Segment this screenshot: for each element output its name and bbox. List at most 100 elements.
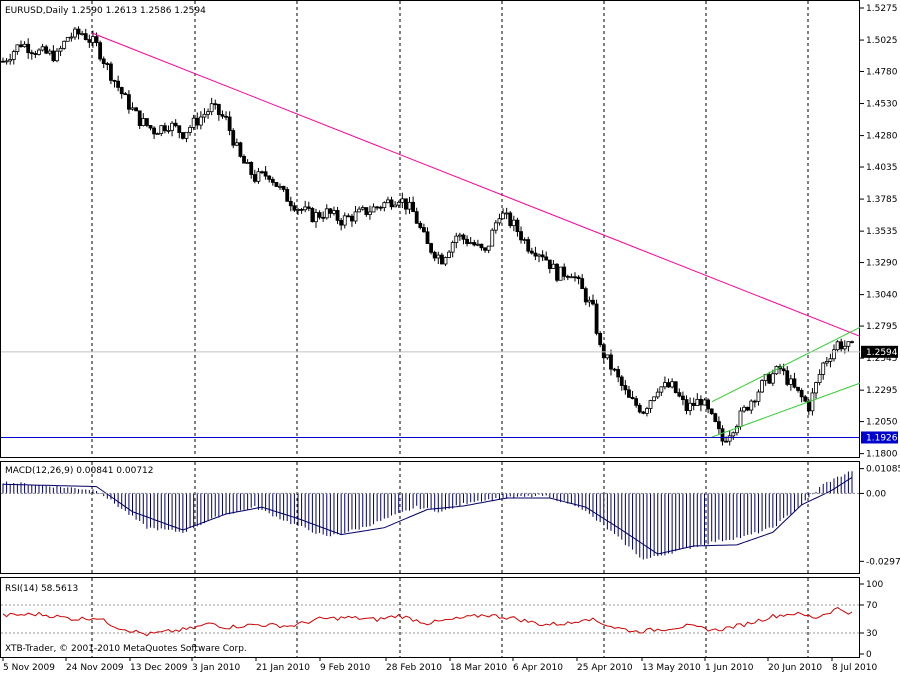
candle-body (170, 122, 174, 131)
candle-body (436, 254, 441, 259)
candle-body (4, 60, 9, 63)
candle-body (69, 36, 74, 39)
candle-body (112, 79, 117, 82)
candle-body (116, 80, 121, 88)
candle-body (850, 341, 854, 344)
price-candles (1, 26, 854, 446)
candle-body (522, 239, 527, 242)
candle-body (37, 49, 41, 55)
candle-body (360, 207, 365, 210)
candle-body (601, 344, 606, 359)
candle-body (594, 303, 599, 334)
candle-body (180, 132, 185, 139)
candle-body (569, 276, 574, 279)
candle-body (292, 205, 297, 211)
candle-body (375, 206, 380, 209)
candle-body (224, 115, 228, 118)
candle-body (454, 235, 459, 243)
candle-body (540, 254, 545, 258)
candle-body (22, 43, 27, 48)
candle-body (389, 199, 394, 208)
candle-body (411, 201, 416, 213)
candle-body (425, 231, 430, 244)
price-panel (0, 0, 860, 458)
candle-body (256, 171, 261, 182)
time-tick-label: 6 Apr 2010 (513, 663, 563, 673)
watermark: XTB-Trader, © 2001-2010 MetaQuotes Softw… (5, 644, 247, 654)
candle-body (321, 216, 326, 219)
candle-body (591, 299, 595, 305)
candle-body (152, 127, 156, 135)
candle-body (619, 376, 624, 386)
candle-body (511, 219, 516, 227)
candle-body (580, 278, 585, 290)
candle-body (655, 391, 660, 398)
candle-body (799, 390, 804, 398)
time-tick-label: 13 Dec 2009 (130, 663, 188, 673)
candle-body (663, 382, 667, 388)
candle-body (87, 39, 92, 43)
candle-body (216, 103, 221, 115)
price-axis-ticks: 1.5275 1.5025 1.4780 1.4530 1.4280 1.4035 1.37… (860, 4, 898, 460)
candle-body (648, 400, 653, 409)
candle-body (270, 178, 275, 183)
candle-body (803, 396, 808, 402)
candle-body (745, 406, 750, 411)
time-tick-label: 20 Jun 2010 (768, 663, 822, 673)
time-tick-label: 5 Nov 2009 (3, 663, 55, 673)
candle-body (83, 33, 88, 40)
candle-body (177, 125, 182, 133)
candle-body (587, 299, 592, 303)
candle-body (713, 413, 718, 422)
candle-body (810, 392, 815, 412)
candle-body (537, 254, 541, 257)
candle-body (637, 404, 642, 413)
candle-body (206, 111, 210, 115)
candle-body (501, 212, 505, 220)
candle-body (396, 202, 401, 206)
rsi-tick-label: 70 (866, 601, 878, 611)
candle-body (792, 378, 797, 388)
candle-body (490, 229, 495, 247)
rsi-tick-label: 100 (866, 580, 883, 590)
candle-body (720, 428, 725, 442)
candle-body (234, 142, 239, 146)
candle-body (29, 52, 34, 55)
candle-body (702, 399, 707, 406)
price-tick-label: 1.1800 (866, 450, 898, 460)
candle-body (565, 275, 570, 278)
candle-body (335, 210, 340, 221)
candle-body (562, 266, 567, 277)
candle-body (475, 243, 480, 246)
candle-body (191, 117, 196, 128)
candle-body (364, 207, 369, 215)
candle-body (479, 243, 484, 249)
candle-body (468, 242, 473, 244)
candle-body (357, 208, 362, 213)
candle-body (706, 399, 711, 410)
candle-body (681, 395, 685, 401)
rsi-tick-label: 0 (866, 650, 872, 660)
candle-body (817, 373, 822, 383)
candle-body (422, 227, 426, 233)
candle-body (44, 46, 49, 54)
candle-body (814, 382, 818, 394)
candle-body (288, 200, 293, 207)
candle-body (33, 53, 38, 55)
time-tick-label: 18 Mar 2010 (450, 663, 507, 673)
candle-body (105, 63, 110, 65)
candle-body (245, 162, 250, 164)
support-price-label: 1.1926 (866, 433, 898, 443)
candle-body (796, 386, 800, 391)
time-axis: 5 Nov 2009 24 Nov 2009 13 Dec 2009 3 Jan 20… (2, 657, 877, 673)
time-tick-label: 3 Jan 2010 (192, 663, 240, 673)
candle-body (26, 43, 31, 54)
candle-body (418, 222, 423, 228)
price-tick-label: 1.4530 (866, 100, 898, 110)
rsi-line: 100 70 30 0 (1, 580, 883, 660)
candle-body (576, 276, 581, 280)
candle-body (371, 206, 376, 213)
